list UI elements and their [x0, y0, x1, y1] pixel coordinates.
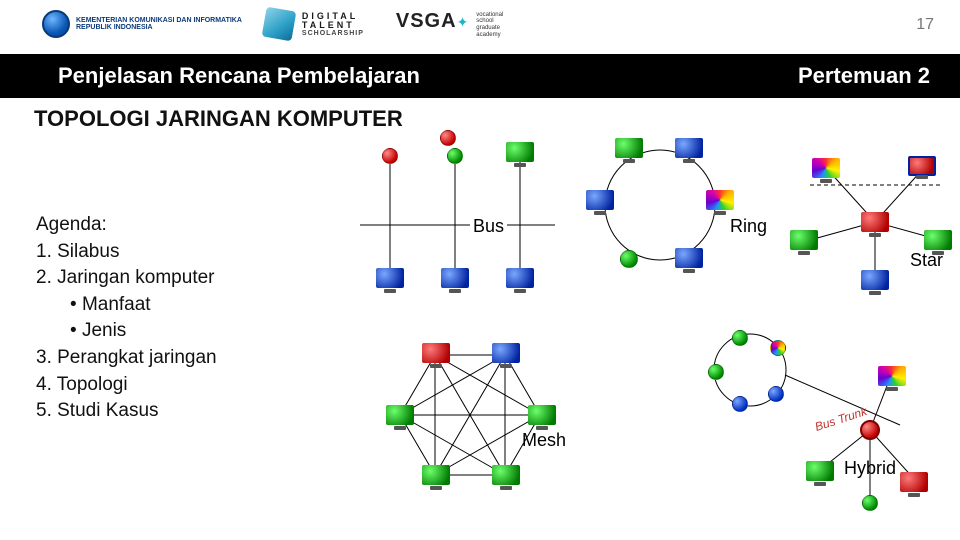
bus-node-top-2	[447, 148, 463, 164]
bus-monitor-b1	[376, 268, 404, 288]
ring-node-5	[620, 250, 638, 268]
bus-monitor-b3	[506, 268, 534, 288]
vsga-sub2: school	[476, 18, 503, 25]
hyb-star-4	[862, 495, 878, 511]
vsga-sub4: academy	[476, 32, 503, 39]
dts-cube-icon	[262, 7, 297, 42]
bus-monitor-b2	[441, 268, 469, 288]
agenda-item-2a: Manfaat	[36, 292, 316, 319]
title-right: Pertemuan 2	[798, 63, 930, 89]
title-left: Penjelasan Rencana Pembelajaran	[58, 63, 420, 89]
ring-node-2	[675, 138, 703, 158]
star-node-5	[861, 270, 889, 290]
hyb-ring-3	[768, 386, 784, 402]
label-ring: Ring	[730, 216, 767, 237]
ring-node-1	[615, 138, 643, 158]
mesh-node-3	[528, 405, 556, 425]
hyb-ring-1	[732, 330, 748, 346]
agenda-item-1: 1. Silabus	[36, 239, 316, 266]
star-node-2	[908, 156, 936, 176]
agenda-item-2: 2. Jaringan komputer	[36, 265, 316, 292]
kominfo-line1: KEMENTERIAN KOMUNIKASI DAN INFORMATIKA	[76, 17, 242, 24]
mesh-node-1	[422, 343, 450, 363]
agenda-item-4: 4. Topologi	[36, 372, 316, 399]
diagram-area: Bus Ring Star Mesh Bus Trunk Hybrid	[330, 130, 950, 530]
logo-kominfo: KEMENTERIAN KOMUNIKASI DAN INFORMATIKA R…	[42, 10, 242, 38]
label-star: Star	[910, 250, 943, 271]
vsga-sub3: graduate	[476, 25, 503, 32]
hyb-star-hub	[860, 420, 880, 440]
mesh-node-2	[492, 343, 520, 363]
kominfo-line2: REPUBLIK INDONESIA	[76, 24, 242, 31]
hyb-ring-5	[708, 364, 724, 380]
vsga-name: VSGA	[396, 10, 457, 32]
star-node-1	[812, 158, 840, 178]
agenda-item-5: 5. Studi Kasus	[36, 398, 316, 425]
hyb-ring-4	[732, 396, 748, 412]
agenda-title: Agenda:	[36, 212, 316, 239]
hyb-star-1	[878, 366, 906, 386]
label-mesh: Mesh	[522, 430, 566, 451]
section-heading: TOPOLOGI JARINGAN KOMPUTER	[34, 106, 403, 132]
star-node-3	[790, 230, 818, 250]
title-bar: Penjelasan Rencana Pembelajaran Pertemua…	[0, 54, 960, 98]
logo-dts: DIGITAL TALENT SCHOLARSHIP	[264, 9, 364, 39]
bus-node-top-0	[440, 130, 456, 146]
bus-monitor-tr	[506, 142, 534, 162]
mesh-node-6	[386, 405, 414, 425]
vsga-sub1: vocational	[476, 12, 503, 19]
star-node-4	[924, 230, 952, 250]
logo-vsga: VSGA✦ vocational school graduate academy	[396, 10, 503, 38]
bus-node-top-1	[382, 148, 398, 164]
hyb-ring-2	[770, 340, 786, 356]
mesh-node-5	[422, 465, 450, 485]
ring-node-3	[706, 190, 734, 210]
agenda-block: Agenda: 1. Silabus 2. Jaringan komputer …	[36, 212, 316, 425]
label-hybrid: Hybrid	[844, 458, 896, 479]
star-hub	[861, 212, 889, 232]
page-number: 17	[916, 16, 934, 34]
hyb-star-3	[900, 472, 928, 492]
agenda-item-2b: Jenis	[36, 318, 316, 345]
agenda-item-3: 3. Perangkat jaringan	[36, 345, 316, 372]
vsga-star-icon: ✦	[457, 14, 469, 30]
logo-strip: KEMENTERIAN KOMUNIKASI DAN INFORMATIKA R…	[0, 9, 503, 39]
ring-node-4	[675, 248, 703, 268]
ring-node-6	[586, 190, 614, 210]
hyb-star-2	[806, 461, 834, 481]
label-bus: Bus	[470, 216, 507, 237]
header-bar: KEMENTERIAN KOMUNIKASI DAN INFORMATIKA R…	[0, 0, 960, 48]
dts-line2: TALENT	[302, 21, 364, 30]
mesh-node-4	[492, 465, 520, 485]
dts-sub: SCHOLARSHIP	[302, 30, 364, 37]
kominfo-globe-icon	[42, 10, 70, 38]
